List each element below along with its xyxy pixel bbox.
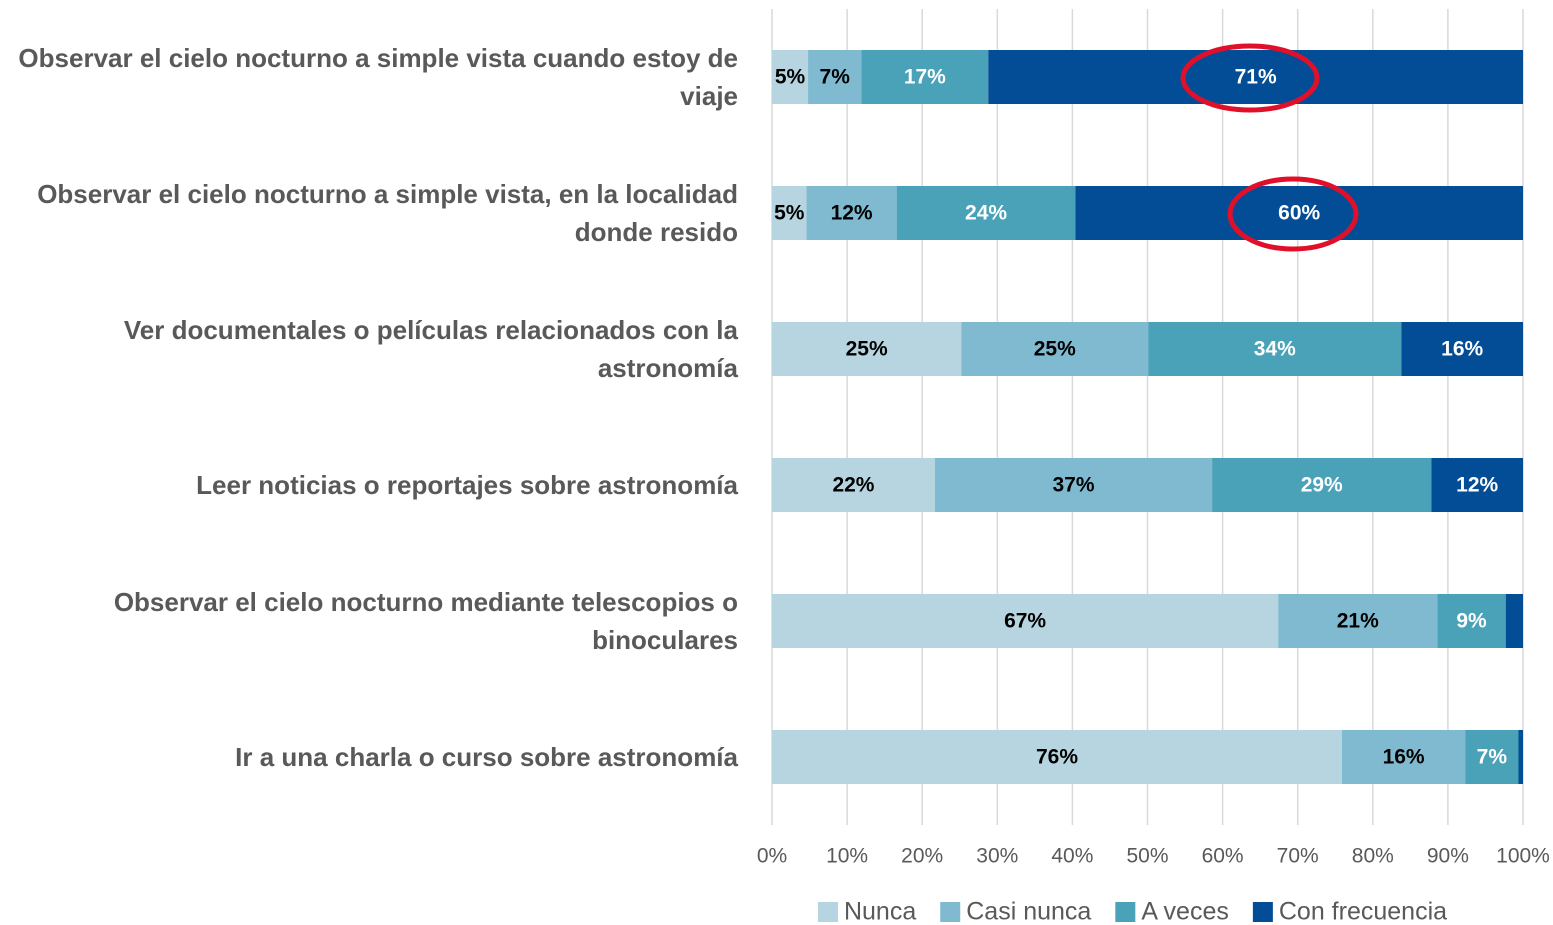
bar-segment	[1437, 594, 1506, 648]
data-label: 16%	[1383, 746, 1425, 769]
data-label: 67%	[1004, 610, 1046, 633]
bar-segment	[1278, 594, 1438, 648]
data-label: 9%	[1456, 610, 1487, 633]
x-tick-label: 50%	[1126, 845, 1168, 868]
bar-segment	[772, 594, 1279, 648]
bar-segment	[1212, 458, 1432, 512]
data-label: 5%	[775, 66, 806, 89]
data-label: 7%	[1477, 746, 1508, 769]
data-label: 24%	[965, 202, 1007, 225]
bar-segment	[934, 458, 1213, 512]
x-tick-label: 90%	[1427, 845, 1469, 868]
legend-label: Con frecuencia	[1279, 898, 1447, 925]
bar-segment	[806, 186, 897, 240]
bar-segment	[772, 458, 935, 512]
bar-segment	[1431, 458, 1523, 512]
bar-segment	[808, 50, 862, 104]
bar-segment	[772, 186, 807, 240]
bar-segment	[961, 322, 1149, 376]
data-label: 12%	[1456, 474, 1498, 497]
highlight-ellipse	[1180, 43, 1320, 113]
x-tick-label: 70%	[1277, 845, 1319, 868]
category-label: Ir a una charla o curso sobre astronomía	[235, 742, 738, 772]
legend-label: A veces	[1141, 898, 1229, 925]
category-label: Observar el cielo nocturno a simple vist…	[18, 43, 738, 111]
bar-segment	[1518, 730, 1523, 784]
data-label: 21%	[1337, 610, 1379, 633]
x-tick-label: 100%	[1496, 845, 1550, 868]
bar-segment	[896, 186, 1076, 240]
bar-segment	[772, 50, 809, 104]
data-label: 71%	[1235, 66, 1277, 89]
data-label: 76%	[1036, 746, 1078, 769]
bar-segment	[1465, 730, 1519, 784]
x-tick-label: 80%	[1352, 845, 1394, 868]
grid	[771, 9, 1524, 825]
data-label: 34%	[1254, 338, 1296, 361]
data-label: 22%	[832, 474, 874, 497]
bar-segment	[861, 50, 989, 104]
bars	[772, 50, 1523, 784]
x-tick-label: 60%	[1202, 845, 1244, 868]
bar-segment	[988, 50, 1523, 104]
legend-swatch	[1115, 902, 1136, 922]
legend-swatch	[1252, 902, 1273, 922]
bar-segment	[1148, 322, 1402, 376]
data-label: 17%	[904, 66, 946, 89]
legend-swatch	[817, 902, 838, 922]
data-label: 25%	[846, 338, 888, 361]
x-tick-label: 40%	[1051, 845, 1093, 868]
data-label: 16%	[1441, 338, 1483, 361]
bar-segment	[1075, 186, 1523, 240]
bar-segment	[772, 730, 1343, 784]
data-label: 7%	[820, 66, 851, 89]
category-label: Leer noticias o reportajes sobre astrono…	[196, 470, 738, 500]
x-tick-label: 10%	[826, 845, 868, 868]
bar-segment	[1505, 594, 1523, 648]
category-label: Observar el cielo nocturno a simple vist…	[37, 179, 738, 247]
x-tick-label: 0%	[757, 845, 787, 868]
bar-segment	[1342, 730, 1466, 784]
data-label: 12%	[831, 202, 873, 225]
x-tick-label: 30%	[976, 845, 1018, 868]
data-label: 37%	[1053, 474, 1095, 497]
category-label: Observar el cielo nocturno mediante tele…	[113, 587, 738, 655]
data-label: 29%	[1301, 474, 1343, 497]
bar-segment	[1401, 322, 1523, 376]
x-tick-label: 20%	[901, 845, 943, 868]
legend-swatch	[940, 902, 961, 922]
data-label: 60%	[1278, 202, 1320, 225]
legend-label: Nunca	[844, 898, 916, 925]
bar-segment	[772, 322, 962, 376]
category-label: Ver documentales o películas relacionado…	[123, 315, 738, 383]
data-label: 25%	[1034, 338, 1076, 361]
highlight-ellipse	[1227, 176, 1359, 252]
legend-label: Casi nunca	[966, 898, 1091, 925]
data-label: 5%	[774, 202, 805, 225]
